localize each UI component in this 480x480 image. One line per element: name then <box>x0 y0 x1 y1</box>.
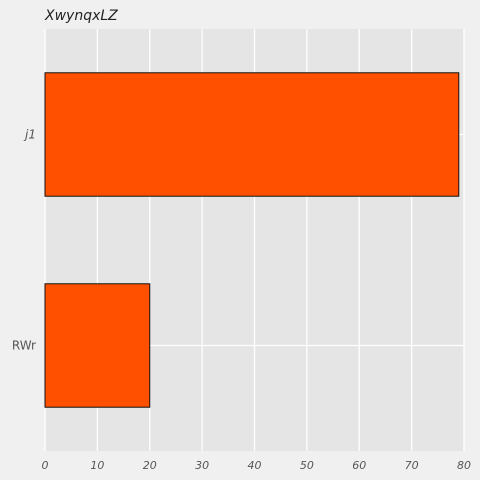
chart-title: XwynqxLZ <box>44 8 118 24</box>
x-tick-label: 80 <box>457 459 471 472</box>
x-tick-label: 50 <box>300 459 314 472</box>
y-tick-label: RWr <box>12 339 36 353</box>
bars <box>44 72 460 408</box>
x-tick-label: 30 <box>195 459 209 472</box>
x-tick-label: 20 <box>143 459 157 472</box>
x-tick-label: 70 <box>405 459 419 472</box>
bar-j1 <box>44 72 460 197</box>
y-tick-label: j1 <box>23 128 36 142</box>
x-tick-labels: 0 10 20 30 40 50 60 70 80 <box>42 459 472 472</box>
bar-rwr <box>44 283 151 408</box>
x-tick-label: 10 <box>90 459 104 472</box>
x-tick-label: 0 <box>42 459 49 472</box>
x-tick-label: 60 <box>352 459 366 472</box>
y-tick-labels: j1 RWr <box>12 128 36 353</box>
x-tick-label: 40 <box>248 459 262 472</box>
